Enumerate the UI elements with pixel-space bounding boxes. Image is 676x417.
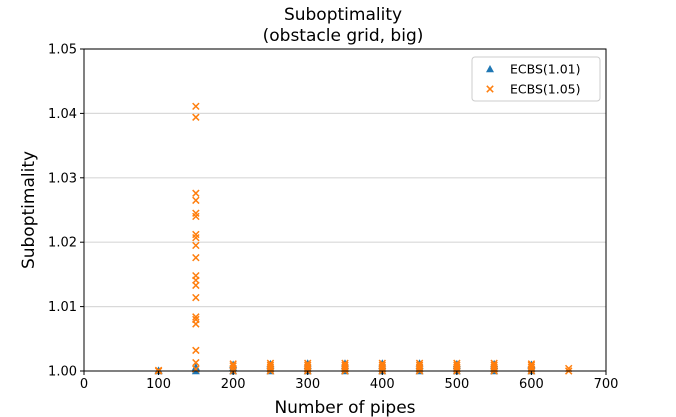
data-point-series-1 — [192, 113, 200, 121]
legend-box — [471, 56, 601, 102]
x-tick-label: 200 — [221, 377, 246, 392]
data-point-series-1 — [378, 359, 387, 368]
x-tick-label: 500 — [444, 377, 469, 392]
data-point-series-1 — [192, 102, 200, 111]
chart-title: Suboptimality — [284, 5, 402, 25]
data-point-series-1 — [192, 358, 200, 367]
y-tick-label: 1.03 — [48, 171, 77, 186]
data-point-series-1 — [453, 359, 461, 368]
data-point-series-1 — [303, 361, 312, 369]
legend-marker-1 — [486, 85, 494, 93]
data-point-series-1 — [415, 361, 424, 369]
plot-frame — [83, 48, 607, 372]
data-point-series-1 — [303, 359, 312, 368]
data-points — [154, 102, 573, 375]
y-tick-label: 1.05 — [48, 43, 77, 58]
data-point-series-1 — [415, 359, 424, 368]
data-point-series-1 — [192, 253, 200, 262]
data-point-series-1 — [192, 241, 200, 250]
data-point-series-1 — [192, 189, 200, 197]
data-point-series-1 — [192, 281, 200, 290]
x-tick-label: 0 — [80, 377, 88, 392]
x-tick-label: 700 — [594, 377, 619, 392]
x-tick-label: 600 — [519, 377, 544, 392]
data-point-series-0 — [191, 363, 200, 371]
data-point-series-1 — [229, 360, 237, 368]
data-point-series-1 — [266, 359, 275, 368]
data-point-series-1 — [453, 361, 461, 369]
y-axis-label: Suboptimality — [19, 151, 39, 269]
axis-ticks: 0 100 200 300 400 500 600 700 1.00 1.01 1.02 1.03 1.… — [48, 43, 618, 393]
chart-subtitle: (obstacle grid, big) — [263, 26, 424, 46]
legend-entry-1: ECBS(1.05) — [510, 82, 581, 97]
y-tick-label: 1.04 — [48, 107, 77, 122]
axes — [83, 48, 607, 372]
data-point-series-1 — [378, 361, 387, 369]
data-point-series-1 — [192, 233, 200, 242]
y-tick-label: 1.01 — [48, 300, 77, 315]
x-tick-label: 100 — [146, 377, 171, 392]
legend-entry-0: ECBS(1.01) — [510, 62, 581, 77]
data-point-series-1 — [192, 293, 200, 302]
legend: ECBS(1.01) ECBS(1.05) — [471, 56, 601, 102]
data-point-series-1 — [192, 320, 200, 328]
data-point-series-1 — [154, 366, 163, 375]
data-point-series-1 — [192, 346, 200, 355]
data-point-series-1 — [341, 359, 349, 368]
y-tick-label: 1.02 — [48, 236, 77, 251]
data-point-series-1 — [527, 361, 536, 369]
data-point-series-1 — [527, 360, 536, 368]
x-axis-label: Number of pipes — [274, 398, 415, 417]
data-point-series-1 — [229, 362, 237, 370]
data-point-series-1 — [490, 361, 498, 369]
data-point-series-1 — [192, 313, 200, 321]
data-point-series-1 — [192, 212, 200, 221]
data-point-series-1 — [266, 361, 275, 369]
data-point-series-1 — [192, 196, 200, 205]
data-point-series-1 — [490, 359, 498, 368]
x-tick-label: 300 — [295, 377, 320, 392]
y-tick-label: 1.00 — [48, 365, 77, 380]
data-point-series-1 — [341, 361, 349, 369]
x-tick-label: 400 — [370, 377, 395, 392]
legend-marker-0 — [486, 65, 494, 73]
